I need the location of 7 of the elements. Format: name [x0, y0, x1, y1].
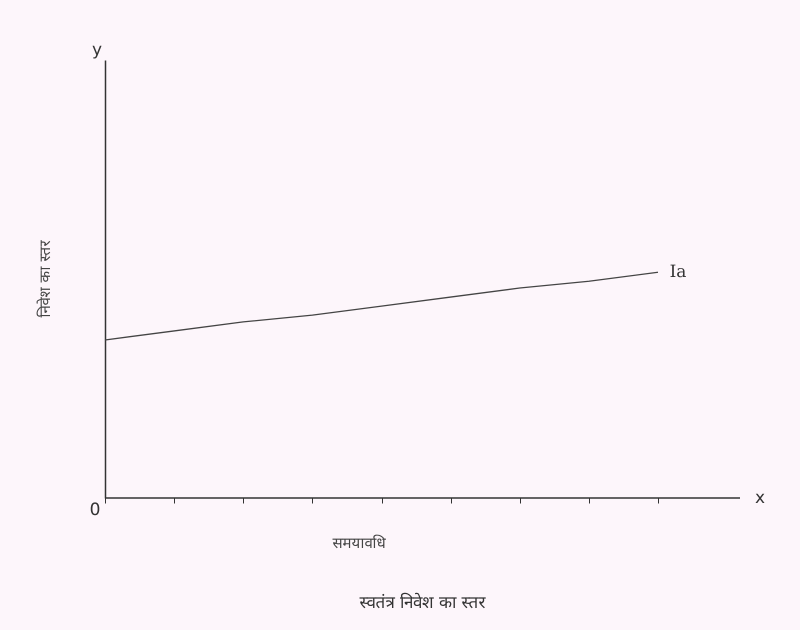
x-axis-title: समयावधि	[332, 534, 386, 552]
text: 0	[90, 500, 100, 520]
y-axis-title: निवेश का स्तर	[36, 240, 54, 318]
text: स्वतंत्र निवेश का स्तर	[359, 592, 487, 613]
annotation: Ia	[670, 262, 686, 282]
text: y	[92, 40, 102, 60]
text: x	[754, 488, 766, 508]
